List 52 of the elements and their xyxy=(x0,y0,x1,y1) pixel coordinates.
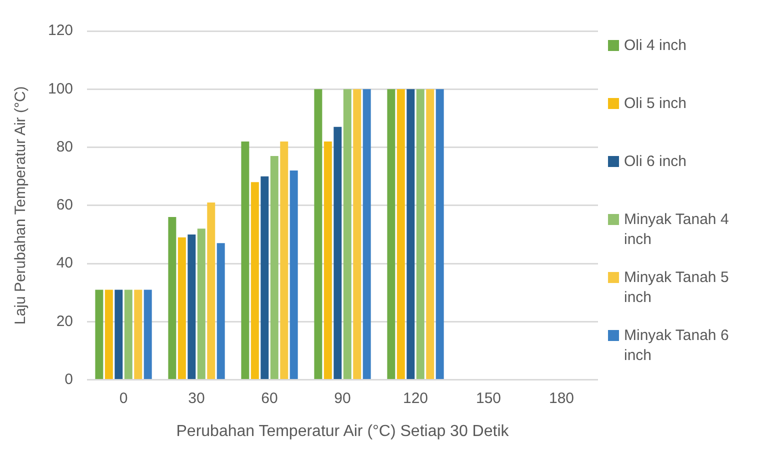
legend-label: Oli 5 inch xyxy=(624,94,687,114)
legend-label: Oli 4 inch xyxy=(624,36,687,56)
bar xyxy=(387,89,396,380)
bar xyxy=(290,170,298,380)
x-tick-label: 180 xyxy=(548,390,574,407)
bar xyxy=(95,290,104,380)
x-tick-label: 120 xyxy=(402,390,428,407)
bar xyxy=(406,89,415,380)
y-tick-label: 80 xyxy=(56,138,74,156)
y-axis-title: Laju Perubahan Temperatur Air (°C) xyxy=(12,86,30,325)
bar xyxy=(436,89,444,380)
bar xyxy=(207,202,216,380)
bar xyxy=(197,228,206,380)
y-tick-label: 20 xyxy=(56,312,74,330)
y-tick-label: 40 xyxy=(56,254,74,272)
bar xyxy=(168,217,176,380)
x-tick-label: 30 xyxy=(188,390,205,407)
x-tick-label: 150 xyxy=(476,390,502,407)
bar xyxy=(314,89,322,380)
x-tick-label: 60 xyxy=(261,390,278,407)
x-tick-label: 90 xyxy=(334,390,351,407)
bar xyxy=(216,243,225,380)
legend-label: Oli 6 inch xyxy=(624,152,687,172)
legend-label: Minyak Tanah 6 inch xyxy=(624,326,730,366)
y-tick-label: 120 xyxy=(48,22,74,40)
bar xyxy=(280,141,288,380)
y-tick-label: 60 xyxy=(56,196,74,214)
x-tick-label: 0 xyxy=(119,390,128,407)
bar xyxy=(396,89,405,380)
bar xyxy=(114,290,123,380)
bar xyxy=(426,89,434,380)
bar xyxy=(241,141,250,380)
bar xyxy=(260,176,269,380)
y-tick-label: 0 xyxy=(64,370,74,388)
bar xyxy=(104,290,113,380)
y-tick-label: 100 xyxy=(48,80,74,98)
bar xyxy=(134,290,142,380)
bar xyxy=(362,89,371,380)
bar xyxy=(343,89,352,380)
bar xyxy=(188,234,196,380)
bar xyxy=(416,89,424,380)
bar xyxy=(334,126,342,380)
x-axis-title: Perubahan Temperatur Air (°C) Setiap 30 Detik xyxy=(176,422,510,440)
bar xyxy=(178,237,186,380)
bar xyxy=(270,156,278,380)
legend-label: Minyak Tanah 4 inch xyxy=(624,210,730,250)
bar xyxy=(353,89,362,380)
bar xyxy=(144,290,152,380)
bar xyxy=(250,182,259,380)
legend-label: Minyak Tanah 5 inch xyxy=(624,268,730,308)
bar xyxy=(324,141,332,380)
bar xyxy=(124,290,132,380)
